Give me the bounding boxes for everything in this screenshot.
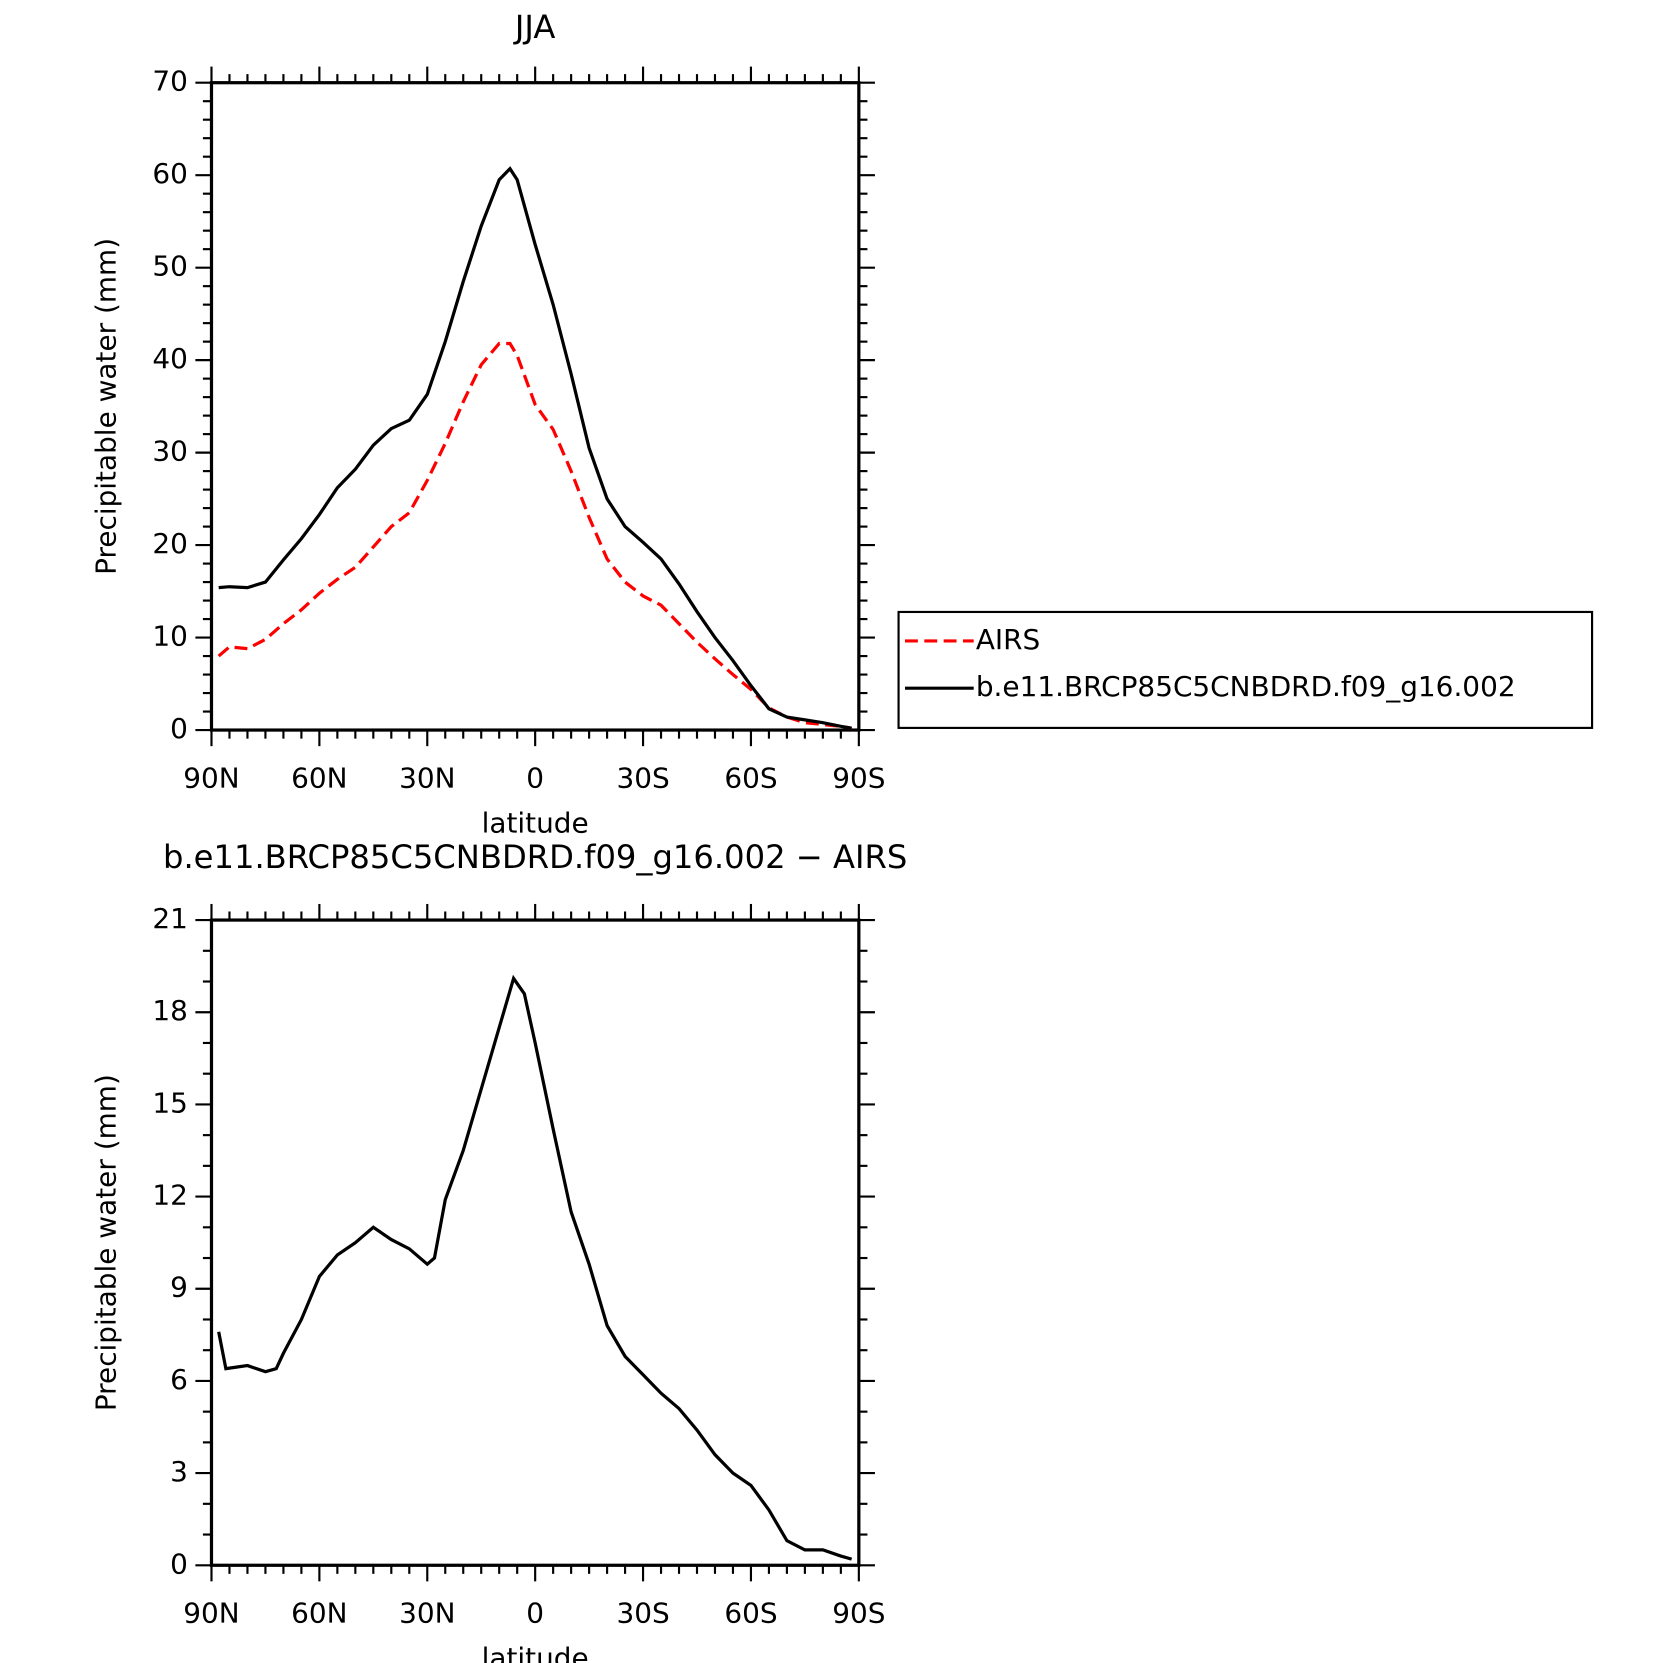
- y-tick-label: 10: [152, 620, 188, 653]
- chart-title: JJA: [513, 8, 555, 46]
- y-tick-label: 0: [170, 712, 188, 745]
- x-axis-label: latitude: [482, 807, 589, 840]
- x-tick-label: 90S: [832, 1597, 885, 1630]
- y-tick-label: 40: [152, 342, 188, 375]
- plot-frame: [209, 81, 861, 732]
- plot-frame: [209, 918, 861, 1567]
- x-tick-label: 0: [526, 761, 544, 794]
- y-tick-label: 18: [152, 994, 188, 1027]
- legend-box: [897, 610, 1594, 729]
- x-tick-label: 60S: [724, 1597, 777, 1630]
- data-line: [218, 166, 852, 730]
- x-tick-label: 30N: [399, 761, 455, 794]
- x-tick-label: 60N: [291, 1597, 347, 1630]
- y-tick-label: 21: [152, 902, 188, 935]
- y-tick-label: 0: [170, 1547, 188, 1580]
- x-axis-label: latitude: [482, 1642, 589, 1663]
- y-tick-label: 20: [152, 527, 188, 560]
- data-line: [217, 341, 852, 730]
- data-line: [217, 974, 853, 1561]
- legend-label: AIRS: [976, 623, 1040, 656]
- x-tick-label: 60N: [291, 761, 347, 794]
- y-tick-label: 15: [152, 1086, 188, 1119]
- y-tick-label: 9: [170, 1271, 188, 1304]
- y-tick-label: 30: [152, 435, 188, 468]
- y-tick-label: 70: [152, 65, 188, 98]
- y-axis-label: Precipitable water (mm): [89, 1074, 122, 1411]
- legend-label: b.e11.BRCP85C5CNBDRD.f09_g16.002: [976, 670, 1516, 703]
- y-tick-label: 3: [170, 1455, 188, 1488]
- y-tick-label: 6: [170, 1363, 188, 1396]
- chart-title: b.e11.BRCP85C5CNBDRD.f09_g16.002 − AIRS: [163, 838, 907, 876]
- y-tick-label: 50: [152, 250, 188, 283]
- y-axis-label: Precipitable water (mm): [89, 238, 122, 575]
- y-tick-label: 12: [152, 1179, 188, 1212]
- x-tick-label: 30N: [399, 1597, 455, 1630]
- x-tick-label: 90N: [183, 1597, 239, 1630]
- x-tick-label: 60S: [724, 761, 777, 794]
- x-tick-label: 0: [526, 1597, 544, 1630]
- x-tick-label: 90S: [832, 761, 885, 794]
- x-tick-label: 90N: [183, 761, 239, 794]
- x-tick-label: 30S: [616, 1597, 669, 1630]
- x-tick-label: 30S: [616, 761, 669, 794]
- y-tick-label: 60: [152, 157, 188, 190]
